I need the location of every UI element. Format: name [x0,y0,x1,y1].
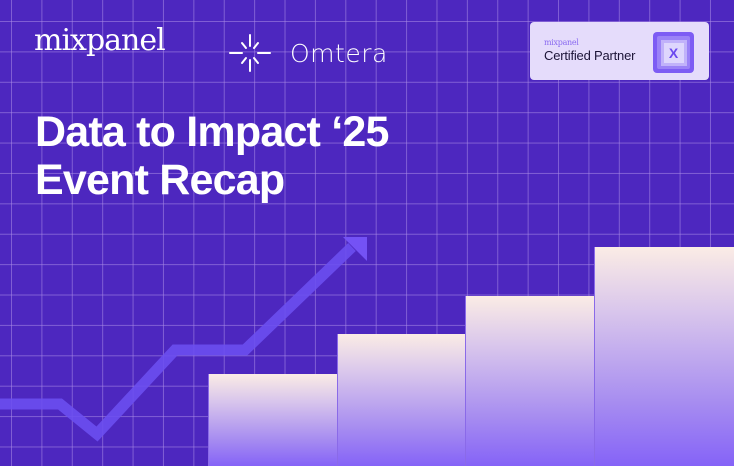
sparkle-burst-icon [229,34,271,72]
bar-4 [594,247,734,466]
badge-label: Certified Partner [544,48,636,63]
title-line-2: Event Recap [35,156,285,204]
bar-1 [208,374,338,466]
page-title: Data to Impact ‘25 Event Recap [35,108,389,204]
bar-2 [337,334,466,466]
badge-brand: mixpanel [544,38,579,47]
arrowhead-icon [343,237,367,261]
bar-3 [465,296,595,466]
certified-partner-badge: mixpanel Certified Partner X [530,22,709,80]
mixpanel-logo: mixpanel [34,23,166,58]
x-mark-icon: X [653,32,694,73]
omtera-wordmark: Omtera [290,38,388,68]
omtera-logo: Omtera [228,33,388,73]
title-line-1: Data to Impact ‘25 [35,108,389,156]
